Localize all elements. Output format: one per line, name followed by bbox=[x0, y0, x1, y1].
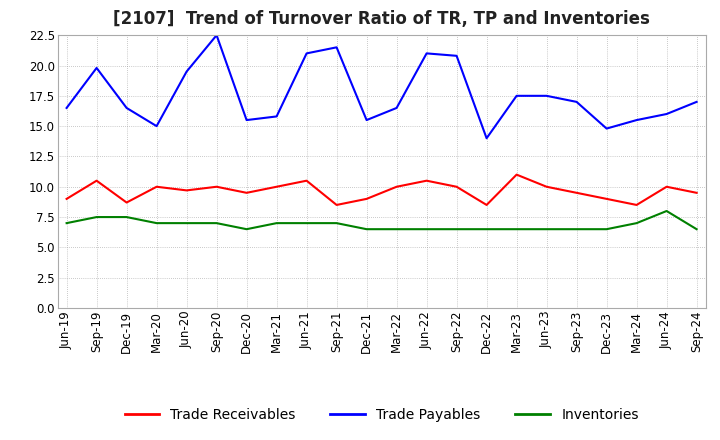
Title: [2107]  Trend of Turnover Ratio of TR, TP and Inventories: [2107] Trend of Turnover Ratio of TR, TP… bbox=[113, 10, 650, 28]
Legend: Trade Receivables, Trade Payables, Inventories: Trade Receivables, Trade Payables, Inven… bbox=[119, 402, 644, 427]
